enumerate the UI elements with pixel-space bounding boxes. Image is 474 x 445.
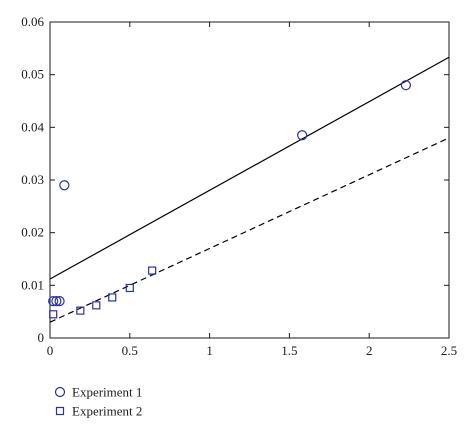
y-tick-label: 0.05 — [21, 67, 44, 82]
data-point-square — [76, 306, 85, 315]
data-point-square — [49, 310, 58, 319]
legend-marker-square — [55, 406, 65, 416]
fit-line-dashed — [49, 137, 450, 323]
legend-label: Experiment 2 — [72, 404, 142, 419]
y-tick-label: 0 — [38, 330, 45, 345]
x-tick-label: 2 — [366, 343, 373, 358]
plot-frame — [49, 21, 450, 339]
data-point-circle — [297, 130, 308, 141]
x-tick-label: 0.5 — [122, 343, 138, 358]
data-point-circle — [54, 296, 65, 307]
y-tick-label: 0.04 — [21, 119, 44, 134]
data-point-square — [92, 301, 101, 310]
y-tick-label: 0.06 — [21, 14, 44, 29]
fit-line-solid — [49, 56, 450, 280]
x-tick-label: 0 — [47, 343, 54, 358]
y-tick-label: 0.02 — [21, 225, 44, 240]
legend-label: Experiment 1 — [72, 385, 142, 400]
data-point-circle — [400, 80, 412, 91]
x-tick-label: 1.5 — [281, 343, 297, 358]
data-point-square — [125, 283, 134, 293]
data-point-circle — [51, 296, 62, 307]
x-tick-label: 2.5 — [441, 343, 457, 358]
data-point-circle — [48, 296, 59, 307]
data-point-square — [108, 293, 117, 302]
x-tick-label: 1 — [206, 343, 213, 358]
data-point-square — [148, 266, 157, 275]
y-tick-label: 0.03 — [21, 172, 44, 187]
data-point-circle — [59, 180, 70, 191]
y-tick-label: 0.01 — [21, 277, 44, 292]
legend-marker-circle — [54, 386, 66, 398]
